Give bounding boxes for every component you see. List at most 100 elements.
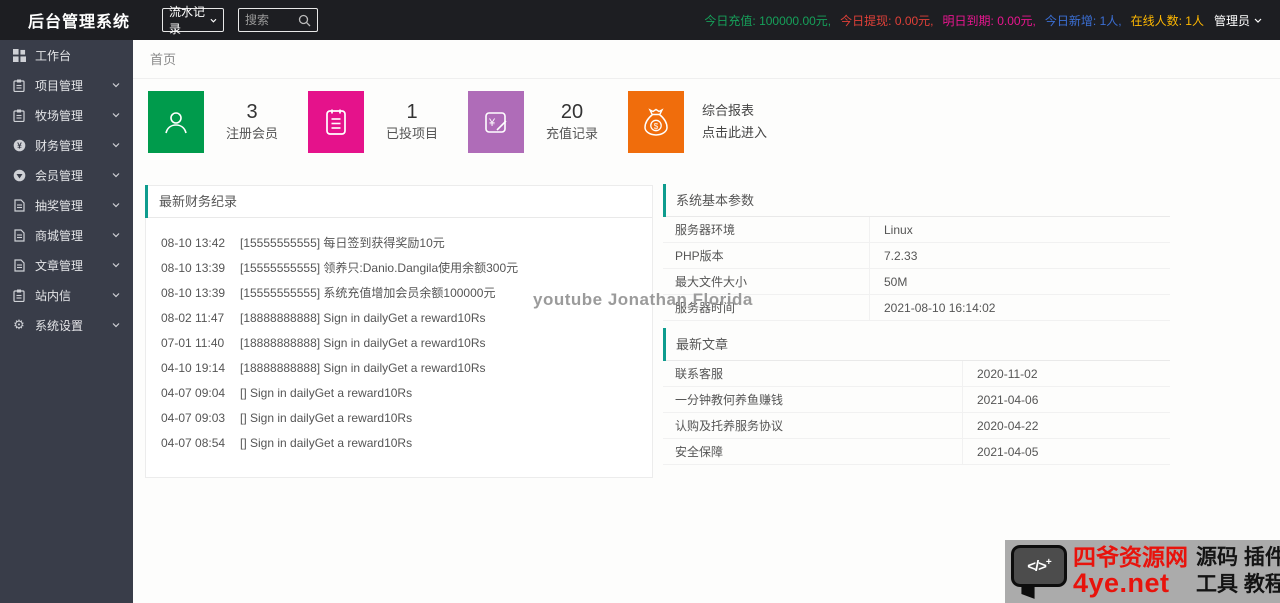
sidebar-item-member-mgmt[interactable]: 会员管理	[0, 160, 133, 190]
articles-panel-header: 最新文章	[663, 328, 1170, 361]
sidebar-item-finance-mgmt[interactable]: ¥ 财务管理	[0, 130, 133, 160]
record-row: 08-10 13:42 [15555555555] 每日签到获得奖励10元	[161, 236, 445, 250]
latest-articles-panel: 最新文章 联系客服 2020-11-02 一分钟教何养鱼赚钱 2021-04-06 …	[663, 328, 1170, 465]
article-link[interactable]: 一分钟教何养鱼赚钱	[663, 387, 963, 412]
sidebar-item-label: 站内信	[35, 288, 72, 303]
finance-records-panel: 最新财务纪录 08-10 13:42 [15555555555] 每日签到获得奖励…	[145, 185, 653, 478]
finance-record-list: 08-10 13:42 [15555555555] 每日签到获得奖励10元 08-…	[146, 218, 652, 456]
sidebar-item-label: 会员管理	[35, 168, 84, 183]
chevron-down-icon	[112, 293, 120, 298]
svg-text:¥: ¥	[488, 117, 496, 129]
table-row: 联系客服 2020-11-02	[663, 361, 1170, 387]
clipboard-icon	[12, 78, 26, 92]
articles-table: 联系客服 2020-11-02 一分钟教何养鱼赚钱 2021-04-06 认购及托养…	[663, 361, 1170, 465]
sidebar-nav: 工作台 项目管理 牧场管理 ¥ 财务管理 会员管理 抽奖管理	[0, 40, 133, 603]
clipboard-icon	[12, 288, 26, 302]
badge-site-name: 四爷资源网	[1073, 544, 1188, 571]
gear-icon: ⚙	[13, 317, 25, 332]
top-header-bar: 后台管理系统 流水记录 今日充值: 100000.00元, 今日提现: 0.00…	[0, 0, 1280, 40]
chevron-down-icon	[112, 83, 120, 88]
card-recharge-records[interactable]: ¥ 20 充值记录	[468, 91, 628, 153]
card-registered-members[interactable]: 3 注册会员	[148, 91, 308, 153]
card-value: 20	[560, 101, 584, 123]
accent-bar	[663, 184, 666, 217]
articles-panel-title: 最新文章	[676, 337, 729, 352]
chevron-down-icon	[210, 18, 217, 23]
chevron-down-icon	[112, 173, 120, 178]
main-content: 首页 3 注册会员 1 已投项目 ¥	[133, 40, 1280, 603]
record-row: 04-07 08:54[] Sign in dailyGet a reward1…	[161, 436, 413, 450]
card-report-line2: 点击此进入	[702, 125, 768, 140]
user-circle-icon	[12, 168, 26, 182]
stat-online-users: 在线人数: 1人	[1130, 13, 1204, 28]
table-row: 最大文件大小 50M	[663, 269, 1170, 295]
table-row: 服务器时间 2021-08-10 16:14:02	[663, 295, 1170, 321]
article-link[interactable]: 联系客服	[663, 361, 963, 386]
sidebar-item-label: 财务管理	[35, 138, 84, 153]
breadcrumb-home[interactable]: 首页	[150, 52, 177, 67]
table-row: 认购及托养服务协议 2020-04-22	[663, 413, 1170, 439]
article-link[interactable]: 认购及托养服务协议	[663, 413, 963, 438]
user-icon	[148, 91, 204, 153]
notepad-icon	[308, 91, 364, 153]
admin-menu-label: 管理员	[1213, 13, 1250, 28]
card-label: 充值记录	[546, 126, 599, 141]
sidebar-item-project-mgmt[interactable]: 项目管理	[0, 70, 133, 100]
record-type-dropdown[interactable]: 流水记录	[162, 5, 225, 36]
record-row: 07-01 11:40 [18888888888] Sign in dailyGe…	[161, 336, 486, 350]
record-row: 04-10 19:14 [18888888888] Sign in dailyGe…	[161, 361, 486, 375]
sidebar-item-article-mgmt[interactable]: 文章管理	[0, 250, 133, 280]
stat-cards-row: 3 注册会员 1 已投项目 ¥ 20 充值记录 $	[148, 91, 788, 153]
card-report-line1: 综合报表	[702, 103, 755, 118]
file-icon	[12, 258, 26, 272]
search-input[interactable]	[245, 13, 299, 27]
chevron-down-icon	[1254, 18, 1262, 23]
header-stats: 今日充值: 100000.00元, 今日提现: 0.00元, 明日到期: 0.0…	[695, 12, 1280, 29]
record-row: 08-10 13:39 [15555555555] 领养只:Danio.Dangi…	[161, 261, 519, 275]
dashboard-icon	[12, 48, 26, 62]
badge-site-url: 4ye.net	[1073, 568, 1170, 599]
system-params-panel: 系统基本参数 服务器环境 Linux PHP版本 7.2.33 最大文件大小 50M …	[663, 184, 1170, 321]
card-label: 已投项目	[386, 126, 439, 141]
sidebar-item-label: 牧场管理	[35, 108, 84, 123]
right-column: 系统基本参数 服务器环境 Linux PHP版本 7.2.33 最大文件大小 50M …	[663, 184, 1170, 465]
admin-menu[interactable]: 管理员	[1214, 12, 1262, 29]
chevron-down-icon	[112, 113, 120, 118]
sidebar-item-mall-mgmt[interactable]: 商城管理	[0, 220, 133, 250]
finance-panel-header: 最新财务纪录	[145, 185, 652, 218]
article-link[interactable]: 安全保障	[663, 439, 963, 464]
card-label: 注册会员	[226, 126, 279, 141]
breadcrumb: 首页	[133, 40, 1280, 79]
yen-circle-icon: ¥	[12, 138, 26, 152]
bill-icon: ¥	[468, 91, 524, 153]
watermark-badge: </>+ 四爷资源网 4ye.net 源码 插件 工具 教程	[1005, 540, 1280, 603]
search-icon[interactable]	[298, 14, 311, 27]
card-value: 1	[406, 101, 418, 123]
badge-tags-line2: 工具 教程	[1196, 572, 1280, 596]
sidebar-item-site-message[interactable]: 站内信	[0, 280, 133, 310]
svg-text:¥: ¥	[17, 140, 22, 150]
record-row: 04-07 09:03[] Sign in dailyGet a reward1…	[161, 411, 413, 425]
sidebar-item-lottery-mgmt[interactable]: 抽奖管理	[0, 190, 133, 220]
chevron-down-icon	[112, 263, 120, 268]
sidebar-item-workbench[interactable]: 工作台	[0, 40, 133, 70]
table-row: 一分钟教何养鱼赚钱 2021-04-06	[663, 387, 1170, 413]
sidebar-item-farm-mgmt[interactable]: 牧场管理	[0, 100, 133, 130]
chevron-down-icon	[112, 323, 120, 328]
app-title: 后台管理系统	[28, 14, 131, 31]
sidebar-item-label: 文章管理	[35, 258, 84, 273]
sidebar-item-system-settings[interactable]: ⚙ 系统设置	[0, 310, 133, 340]
sidebar-item-label: 商城管理	[35, 228, 84, 243]
sidebar-item-label: 系统设置	[35, 318, 84, 333]
svg-text:$: $	[654, 122, 659, 131]
stat-today-withdraw: 今日提现: 0.00元,	[840, 13, 934, 28]
sidebar-item-label: 抽奖管理	[35, 198, 84, 213]
file-icon	[12, 228, 26, 242]
sidebar-item-label: 工作台	[35, 48, 72, 63]
card-invested-projects[interactable]: 1 已投项目	[308, 91, 468, 153]
accent-bar	[663, 328, 666, 361]
table-row: 服务器环境 Linux	[663, 217, 1170, 243]
chevron-down-icon	[112, 203, 120, 208]
chevron-down-icon	[112, 143, 120, 148]
card-report-link[interactable]: $ 综合报表 点击此进入	[628, 91, 788, 153]
